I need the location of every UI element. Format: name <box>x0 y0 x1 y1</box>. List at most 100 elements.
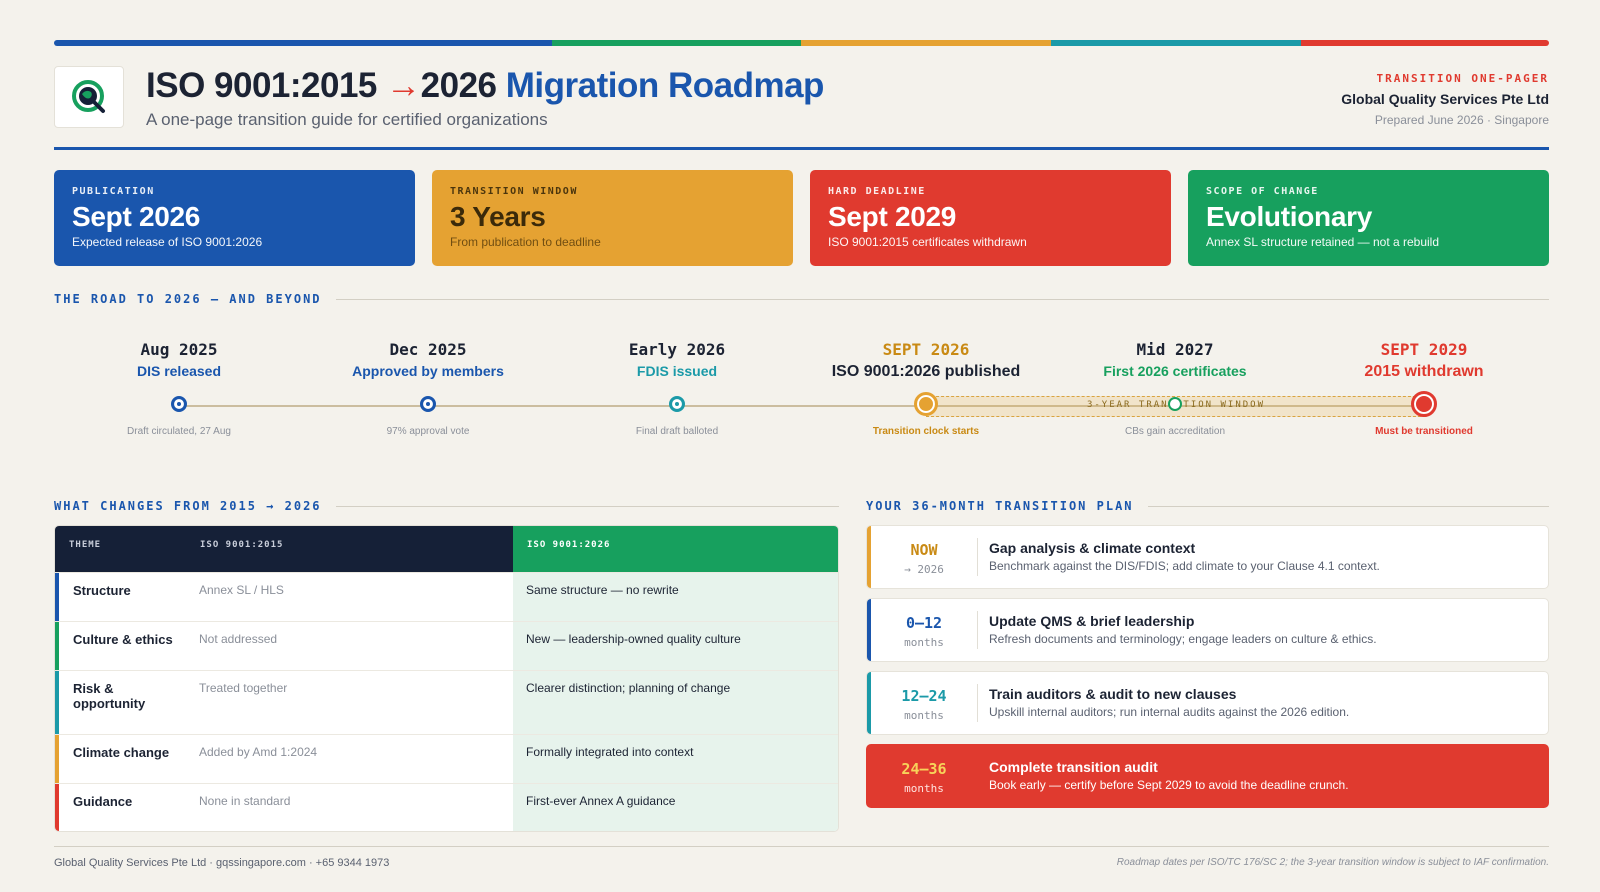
milestone-note: Draft circulated, 27 Aug <box>127 426 231 437</box>
row-theme: Climate change <box>73 745 170 760</box>
row-old: Not addressed <box>199 632 278 646</box>
section-title: YOUR 36-MONTH TRANSITION PLAN <box>866 499 1134 513</box>
step-when-sub: → 2026 <box>904 563 944 576</box>
row-theme: Risk & opportunity <box>73 681 146 711</box>
stat-value: Sept 2026 <box>72 201 201 232</box>
header-meta: TRANSITION ONE-PAGER Global Quality Serv… <box>1341 72 1549 127</box>
globe-q-icon <box>72 80 105 113</box>
step-when-sub: months <box>904 636 944 649</box>
header-rule <box>54 147 1549 150</box>
step-title: Train auditors & audit to new clauses <box>989 686 1237 702</box>
row-old: Treated together <box>199 681 288 695</box>
stat-desc: ISO 9001:2015 certificates withdrawn <box>828 235 1027 249</box>
stat-card-publication: PUBLICATION Sept 2026 Expected release o… <box>54 170 415 266</box>
milestone-name: Approved by members <box>352 363 504 379</box>
row-new: First-ever Annex A guidance <box>513 784 838 831</box>
milestone-publication: SEPT 2026 ISO 9001:2026 published Transi… <box>801 340 1051 437</box>
step-when-sub: months <box>904 709 944 722</box>
milestone-name: First 2026 certificates <box>1103 363 1247 379</box>
row-new: Formally integrated into context <box>513 735 838 783</box>
row-theme: Culture & ethics <box>73 632 173 647</box>
stat-key: TRANSITION WINDOW <box>450 186 578 197</box>
transition-plan: NOW → 2026 Gap analysis & climate context… <box>866 525 1549 817</box>
step-when-sub: months <box>904 782 944 795</box>
milestone-dot <box>171 396 187 412</box>
milestone-deadline: SEPT 2029 2015 withdrawn Must be transit… <box>1299 340 1549 437</box>
section-title: WHAT CHANGES FROM 2015 → 2026 <box>54 499 322 513</box>
step-when: NOW <box>910 541 938 559</box>
milestone-note: Must be transitioned <box>1375 426 1473 437</box>
row-new: Same structure — no rewrite <box>513 573 838 621</box>
table-header: THEME ISO 9001:2015 ISO 9001:2026 <box>55 526 838 572</box>
table-row: Structure Annex SL / HLS Same structure … <box>55 572 838 621</box>
stat-key: HARD DEADLINE <box>828 186 926 197</box>
title-arrow: → <box>386 66 421 105</box>
milestone: Aug 2025 DIS released Draft circulated, … <box>54 340 304 437</box>
page-header: ISO 9001:2015 →2026 Migration Roadmap A … <box>54 66 1549 148</box>
header-prepared: Prepared June 2026 · Singapore <box>1374 113 1549 127</box>
milestone-dot <box>420 396 436 412</box>
stat-value: Sept 2029 <box>828 201 957 232</box>
milestone-note: CBs gain accreditation <box>1124 426 1226 437</box>
milestone-date: Dec 2025 <box>389 340 467 359</box>
step-desc: Upskill internal auditors; run internal … <box>989 705 1350 719</box>
changes-table: THEME ISO 9001:2015 ISO 9001:2026 Struct… <box>54 525 839 832</box>
step-when: 24–36 <box>901 760 947 778</box>
stat-card-scope: SCOPE OF CHANGE Evolutionary Annex SL st… <box>1188 170 1549 266</box>
page-title: ISO 9001:2015 →2026 Migration Roadmap <box>146 66 824 106</box>
column-header: ISO 9001:2015 <box>200 540 284 550</box>
milestone-date: SEPT 2029 <box>1380 340 1468 359</box>
timeline: 3-YEAR TRANSITION WINDOW Aug 2025 DIS re… <box>54 340 1549 450</box>
timeline-section-label: THE ROAD TO 2026 — AND BEYOND <box>54 292 1549 306</box>
footer-rule <box>54 846 1549 847</box>
title-accent: Migration Roadmap <box>505 66 825 105</box>
milestone-note: Final draft balloted <box>635 426 719 437</box>
logo <box>54 66 124 128</box>
stat-card-hard-deadline: HARD DEADLINE Sept 2029 ISO 9001:2015 ce… <box>810 170 1171 266</box>
column-header: THEME <box>69 540 102 550</box>
milestone: Dec 2025 Approved by members 97% approva… <box>303 340 553 437</box>
milestone-dot <box>1411 391 1437 417</box>
title-to: 2026 <box>420 66 497 105</box>
milestone-dot <box>669 396 685 412</box>
column-header: ISO 9001:2026 <box>513 526 838 572</box>
milestone-note: 97% approval vote <box>386 426 470 437</box>
milestone-date: Mid 2027 <box>1136 340 1214 359</box>
step-title: Update QMS & brief leadership <box>989 613 1195 629</box>
table-row: Risk & opportunity Treated together Clea… <box>55 670 838 734</box>
step-when: 0–12 <box>905 614 943 632</box>
timeline-track <box>178 405 1428 407</box>
color-band <box>54 40 1549 46</box>
milestone-date: Aug 2025 <box>140 340 218 359</box>
stat-key: SCOPE OF CHANGE <box>1206 186 1319 197</box>
stat-value: Evolutionary <box>1206 201 1372 232</box>
row-old: Added by Amd 1:2024 <box>199 745 318 759</box>
milestone: Early 2026 FDIS issued Final draft ballo… <box>552 340 802 437</box>
milestone: Mid 2027 First 2026 certificates CBs gai… <box>1050 340 1300 437</box>
stat-key: PUBLICATION <box>72 186 155 197</box>
footer-contact: Global Quality Services Pte Ltd · gqssin… <box>54 857 390 869</box>
row-old: Annex SL / HLS <box>199 583 284 597</box>
row-new: Clearer distinction; planning of change <box>513 671 838 734</box>
milestone-date: Early 2026 <box>628 340 726 359</box>
step-when: 12–24 <box>901 687 947 705</box>
step-desc: Refresh documents and terminology; engag… <box>989 632 1377 646</box>
plan-step-final: 24–36 months Complete transition audit Boo… <box>866 744 1549 808</box>
row-new: New — leadership-owned quality culture <box>513 622 838 670</box>
header-kicker: TRANSITION ONE-PAGER <box>1376 72 1549 85</box>
stat-value: 3 Years <box>450 201 546 232</box>
milestone-date: SEPT 2026 <box>882 340 970 359</box>
row-theme: Guidance <box>73 794 133 809</box>
step-title: Gap analysis & climate context <box>989 540 1196 556</box>
milestone-name: 2015 withdrawn <box>1364 363 1484 380</box>
table-row: Climate change Added by Amd 1:2024 Forma… <box>55 734 838 783</box>
section-title: THE ROAD TO 2026 — AND BEYOND <box>54 292 322 306</box>
plan-section-label: YOUR 36-MONTH TRANSITION PLAN <box>866 499 1549 513</box>
changes-section-label: WHAT CHANGES FROM 2015 → 2026 <box>54 499 839 513</box>
header-org: Global Quality Services Pte Ltd <box>1341 91 1549 107</box>
plan-step: 12–24 months Train auditors & audit to ne… <box>866 671 1549 735</box>
milestone-dot <box>1168 397 1182 411</box>
milestone-name: ISO 9001:2026 published <box>831 363 1021 380</box>
milestone-name: FDIS issued <box>636 363 718 379</box>
milestone-name: DIS released <box>136 363 222 379</box>
